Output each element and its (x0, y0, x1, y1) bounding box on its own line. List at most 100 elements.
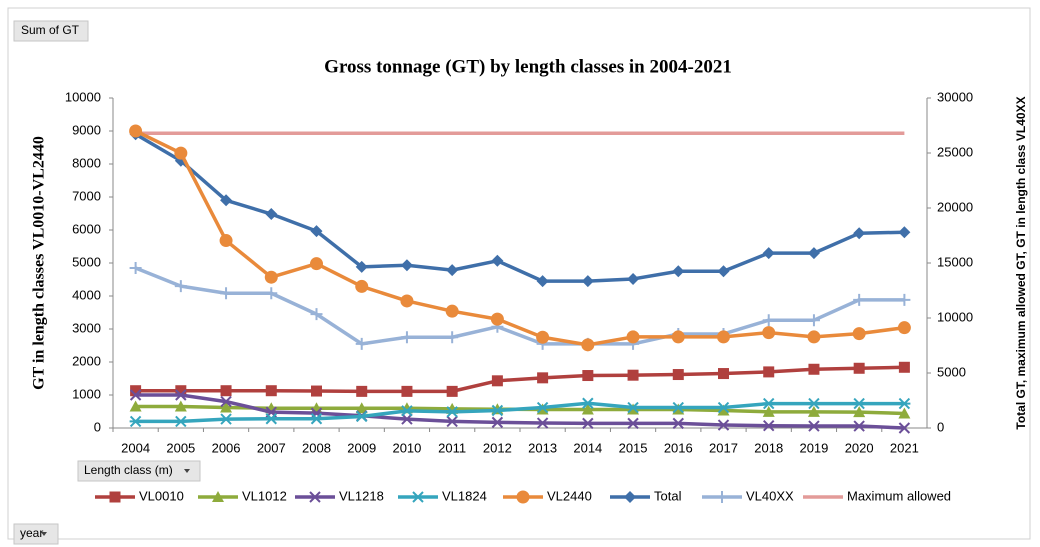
marker (672, 369, 684, 381)
x-tick-label: 2016 (664, 440, 693, 455)
y-tick-label: 6000 (72, 221, 101, 236)
marker (129, 415, 142, 428)
dropdown-arrow[interactable] (41, 532, 47, 536)
legend-field-label[interactable]: Length class (m) (84, 463, 173, 477)
y-axis-title: GT in length classes VL0010-VL2440 (31, 136, 48, 390)
marker (401, 413, 413, 425)
marker (898, 422, 911, 434)
marker (717, 401, 730, 414)
series-line (135, 401, 905, 424)
marker (174, 280, 187, 293)
values-button[interactable] (13, 20, 89, 42)
marker (672, 417, 684, 430)
marker (220, 401, 233, 413)
y-tick-label: 5000 (72, 254, 101, 269)
marker (762, 405, 775, 417)
marker (536, 275, 549, 288)
marker (627, 417, 639, 430)
marker (762, 247, 775, 260)
marker (717, 404, 730, 416)
marker (582, 417, 594, 430)
marker (490, 312, 504, 326)
dropdown-arrow[interactable] (184, 469, 190, 473)
y-tick-label: 7000 (72, 188, 101, 203)
marker (400, 331, 413, 344)
marker (220, 287, 233, 300)
marker (627, 272, 640, 285)
marker (626, 330, 640, 344)
marker (174, 146, 188, 160)
legend-marker (212, 491, 224, 502)
marker (672, 265, 685, 278)
legend-marker (716, 491, 728, 503)
y2-tick-label: 15000 (937, 254, 973, 269)
marker (898, 397, 911, 410)
marker (807, 405, 820, 417)
marker (627, 401, 640, 414)
marker (898, 226, 911, 239)
marker (174, 415, 187, 428)
legend-field-button[interactable] (77, 460, 201, 482)
marker (355, 337, 368, 350)
marker (491, 404, 504, 417)
marker (762, 397, 775, 410)
marker (491, 254, 504, 267)
y-tick-label: 9000 (72, 122, 101, 137)
x-tick-label: 2013 (528, 440, 557, 455)
marker (220, 194, 233, 207)
marker (536, 401, 549, 414)
x-tick-label: 2004 (121, 440, 150, 455)
y2-tick-label: 20000 (937, 199, 973, 214)
y2-tick-label: 30000 (937, 89, 973, 104)
y2-axis-title: Total GT, maximum allowed GT, GT in leng… (1014, 96, 1028, 429)
marker (897, 321, 911, 335)
series-line (134, 132, 905, 283)
marker (355, 260, 368, 273)
marker (581, 275, 594, 288)
marker (763, 366, 775, 378)
marker (807, 247, 820, 260)
x-tick-label: 2008 (302, 440, 331, 455)
x-tick-label: 2005 (166, 440, 195, 455)
y2-tick-label: 0 (937, 419, 944, 434)
x-tick-label: 2009 (347, 440, 376, 455)
marker (853, 397, 866, 410)
y-tick-label: 1000 (72, 386, 101, 401)
x-tick-label: 2014 (573, 440, 602, 455)
marker (537, 372, 549, 384)
axis-field-label[interactable]: year (20, 526, 43, 540)
marker (491, 375, 503, 387)
marker (853, 406, 866, 418)
y-tick-label: 10000 (65, 89, 101, 104)
marker (446, 415, 458, 428)
marker (898, 361, 910, 373)
marker (174, 400, 187, 412)
legend-marker (412, 491, 424, 503)
marker (853, 227, 866, 240)
values-button-label[interactable]: Sum of GT (21, 23, 80, 37)
marker (220, 413, 233, 425)
marker (807, 397, 820, 410)
marker (581, 403, 594, 415)
marker (898, 407, 911, 419)
legend-marker (109, 491, 121, 503)
legend-label: VL1012 (242, 488, 287, 503)
marker (491, 416, 504, 429)
marker (355, 402, 368, 414)
marker (446, 406, 459, 418)
marker (129, 124, 143, 138)
legend-label: VL0010 (139, 488, 184, 503)
marker (311, 385, 322, 397)
marker (446, 331, 459, 344)
marker (264, 270, 278, 284)
marker (310, 413, 323, 425)
x-tick-label: 2012 (483, 440, 512, 455)
marker (446, 264, 459, 277)
marker (853, 362, 865, 374)
marker (265, 385, 277, 397)
marker (762, 314, 775, 327)
series-line (134, 129, 905, 347)
x-tick-label: 2021 (890, 440, 919, 455)
axis-field-button[interactable] (13, 523, 59, 545)
